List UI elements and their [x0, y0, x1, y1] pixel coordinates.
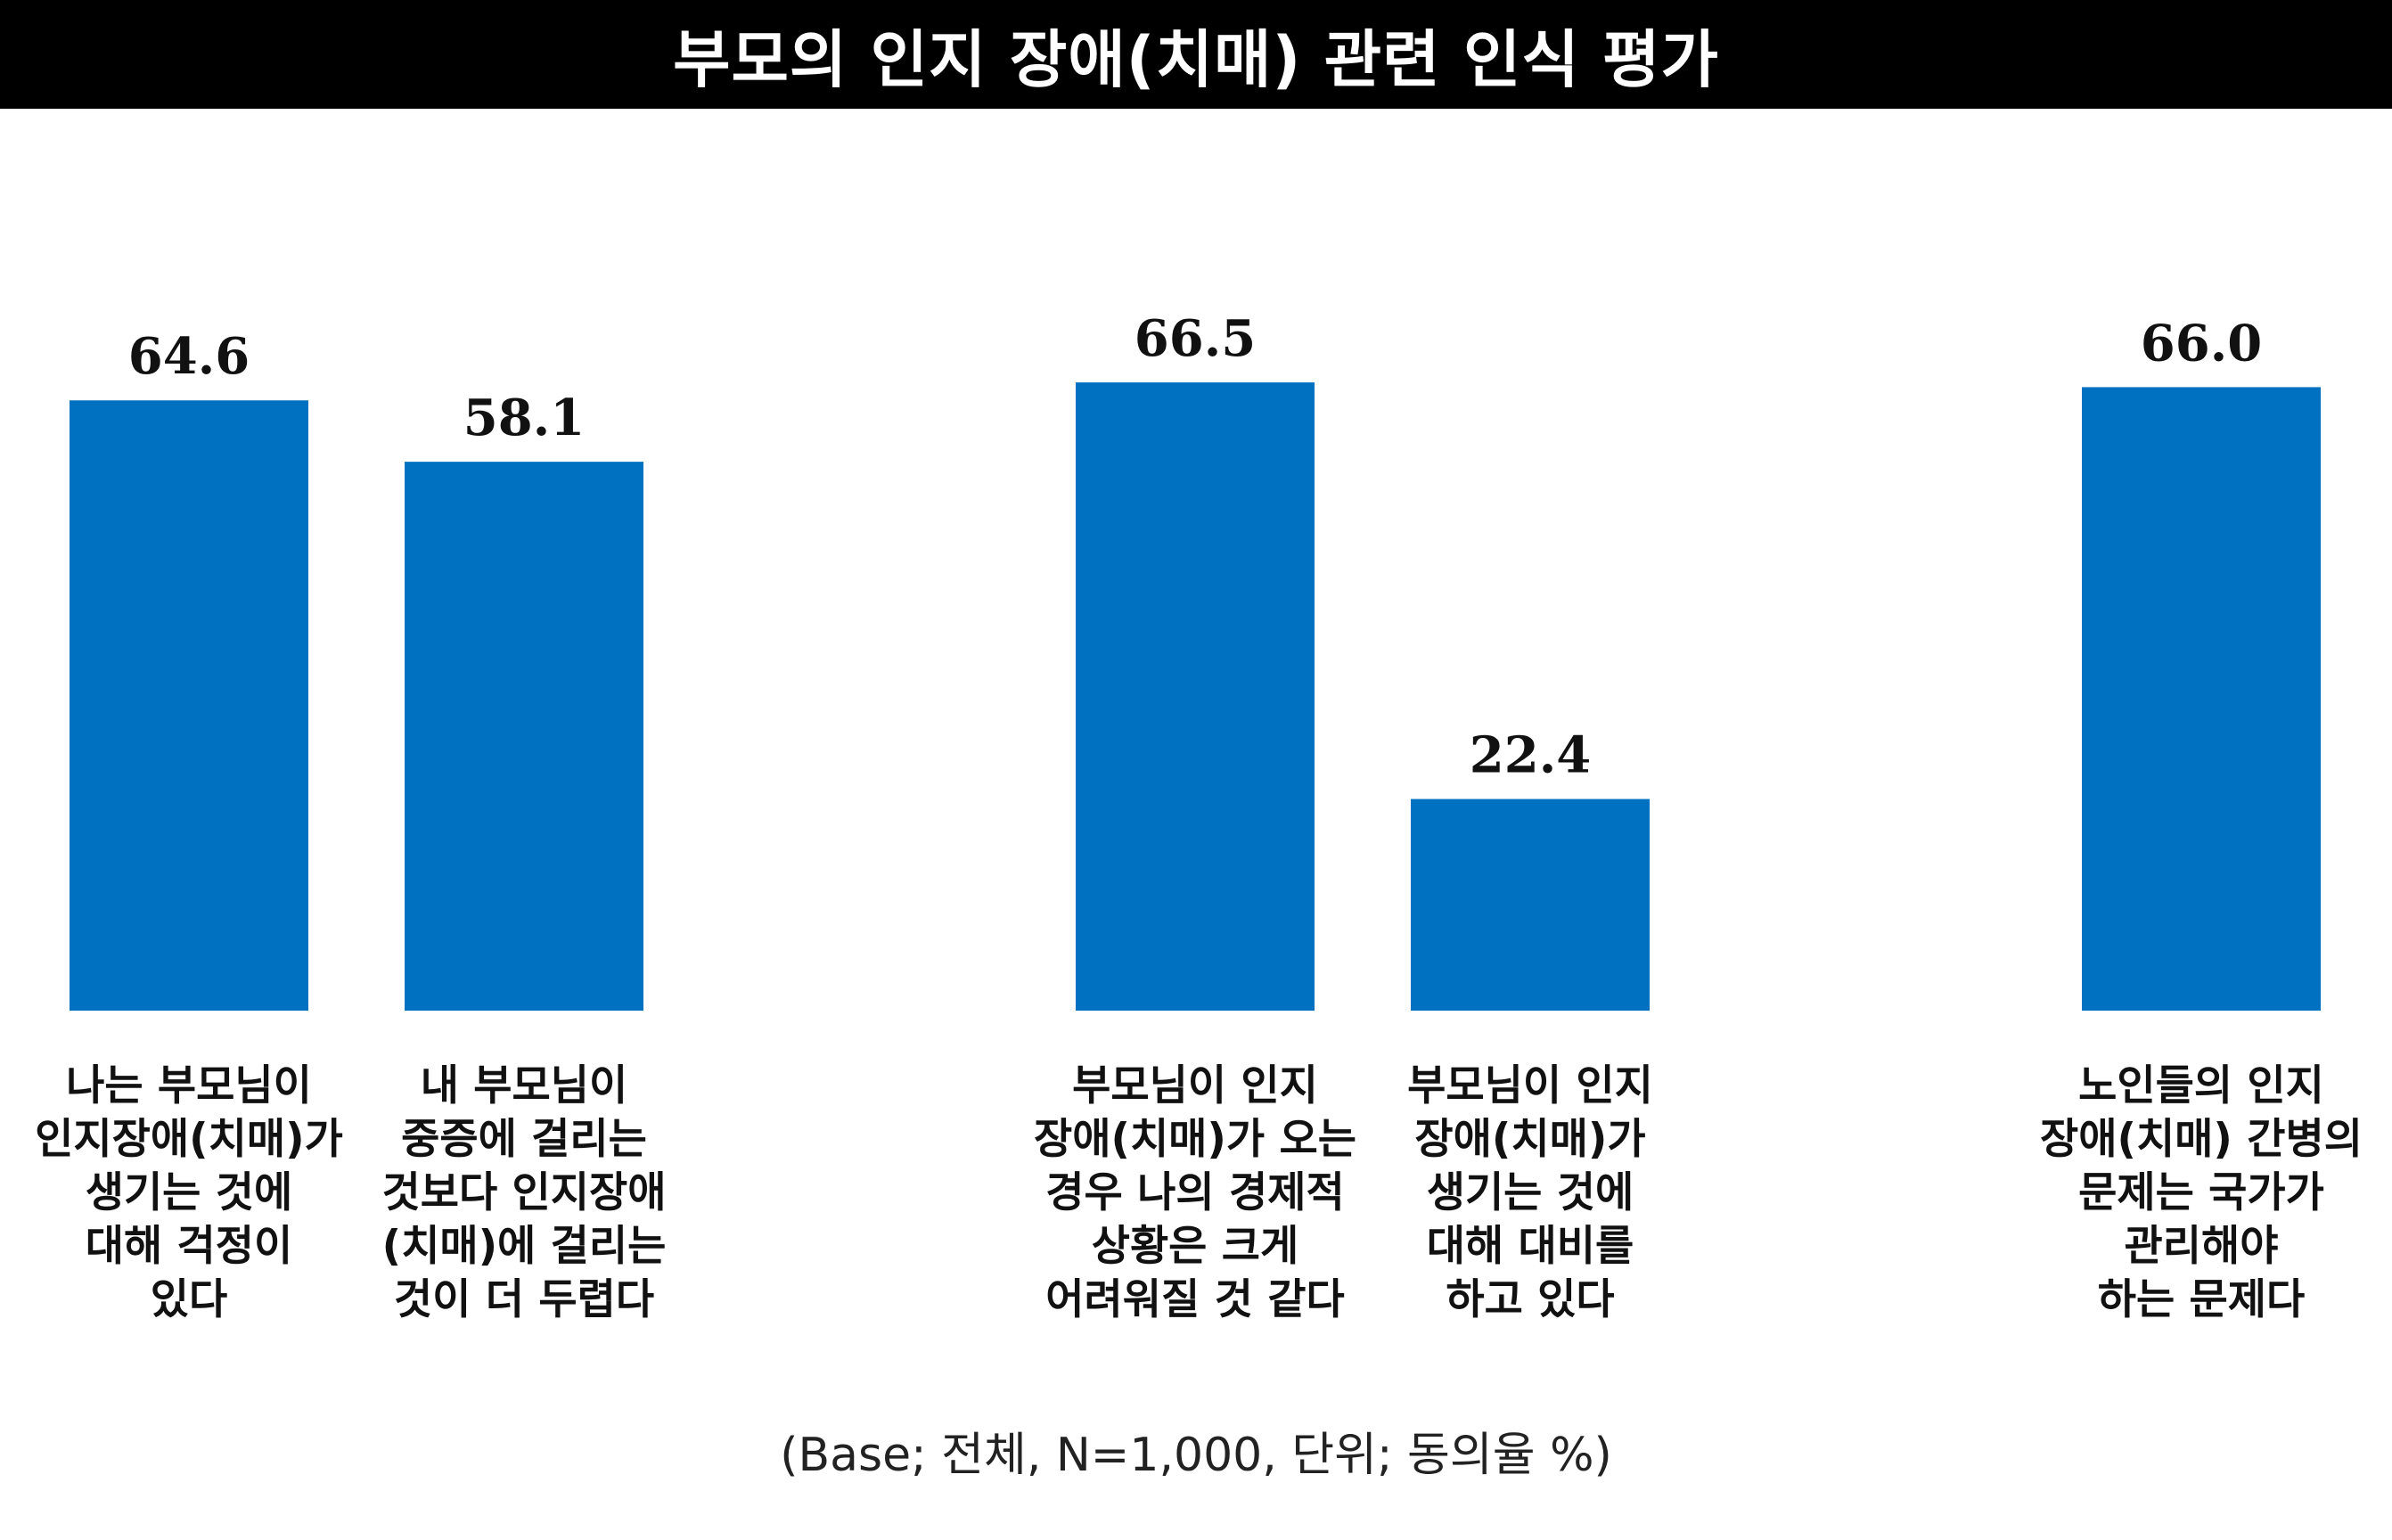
category-label-5-line-4: 관리해야	[2125, 1222, 2279, 1271]
category-label-3-line-1: 부모님이 인지	[1072, 1061, 1318, 1110]
category-label-3-line-5: 어려워질 것 같다	[1045, 1275, 1344, 1324]
category-label-1-line-3: 생기는 것에	[86, 1168, 293, 1217]
category-label-2-line-1: 내 부모님이	[421, 1061, 628, 1110]
title-bar: 부모의 인지 장애(치매) 관련 인식 평가	[0, 0, 2392, 109]
category-label-5-line-2: 장애(치매) 간병의	[2040, 1115, 2363, 1164]
bar-4	[1411, 799, 1650, 1011]
category-label-4-line-5: 하고 있다	[1446, 1275, 1614, 1324]
category-label-4-line-4: 대해 대비를	[1427, 1222, 1634, 1271]
category-label-2-line-2: 중증에 걸리는	[401, 1115, 647, 1164]
data-label-4: 22.4	[1470, 726, 1591, 785]
category-label-4-line-2: 장애(치매)가	[1414, 1115, 1645, 1164]
data-label-2: 58.1	[463, 389, 585, 447]
category-label-5-line-5: 하는 문제다	[2098, 1275, 2306, 1324]
bar-3	[1076, 382, 1315, 1012]
bar-1	[70, 400, 308, 1011]
category-label-1-line-5: 있다	[151, 1275, 227, 1324]
category-label-3-line-3: 경우 나의 경제적	[1045, 1168, 1344, 1217]
bar-2	[405, 462, 643, 1011]
category-label-1-line-2: 인지장애(치매)가	[35, 1115, 343, 1164]
data-label-3: 66.5	[1135, 309, 1256, 368]
category-label-4-line-3: 생기는 것에	[1427, 1168, 1634, 1217]
category-label-4-line-1: 부모님이 인지	[1407, 1061, 1653, 1110]
category-label-3-line-4: 상황은 크게	[1092, 1222, 1299, 1271]
bar-5	[2082, 387, 2321, 1011]
category-label-1-line-4: 대해 걱정이	[86, 1222, 293, 1271]
footnote: (Base; 전체, N=1,000, 단위; 동의율 %)	[780, 1429, 1612, 1482]
data-label-5: 66.0	[2141, 314, 2262, 373]
category-label-5-line-1: 노인들의 인지	[2078, 1061, 2324, 1110]
data-label-1: 64.6	[128, 327, 250, 386]
category-label-2-line-3: 것보다 인지장애	[381, 1168, 666, 1217]
chart-title: 부모의 인지 장애(치매) 관련 인식 평가	[673, 22, 1719, 96]
category-label-3-line-2: 장애(치매)가 오는	[1034, 1115, 1356, 1164]
category-label-1-line-1: 나는 부모님이	[66, 1061, 312, 1110]
category-label-5-line-3: 문제는 국가가	[2078, 1168, 2324, 1217]
category-label-2-line-4: (치매)에 걸리는	[382, 1222, 667, 1271]
category-label-2-line-5: 것이 더 두렵다	[394, 1275, 654, 1324]
